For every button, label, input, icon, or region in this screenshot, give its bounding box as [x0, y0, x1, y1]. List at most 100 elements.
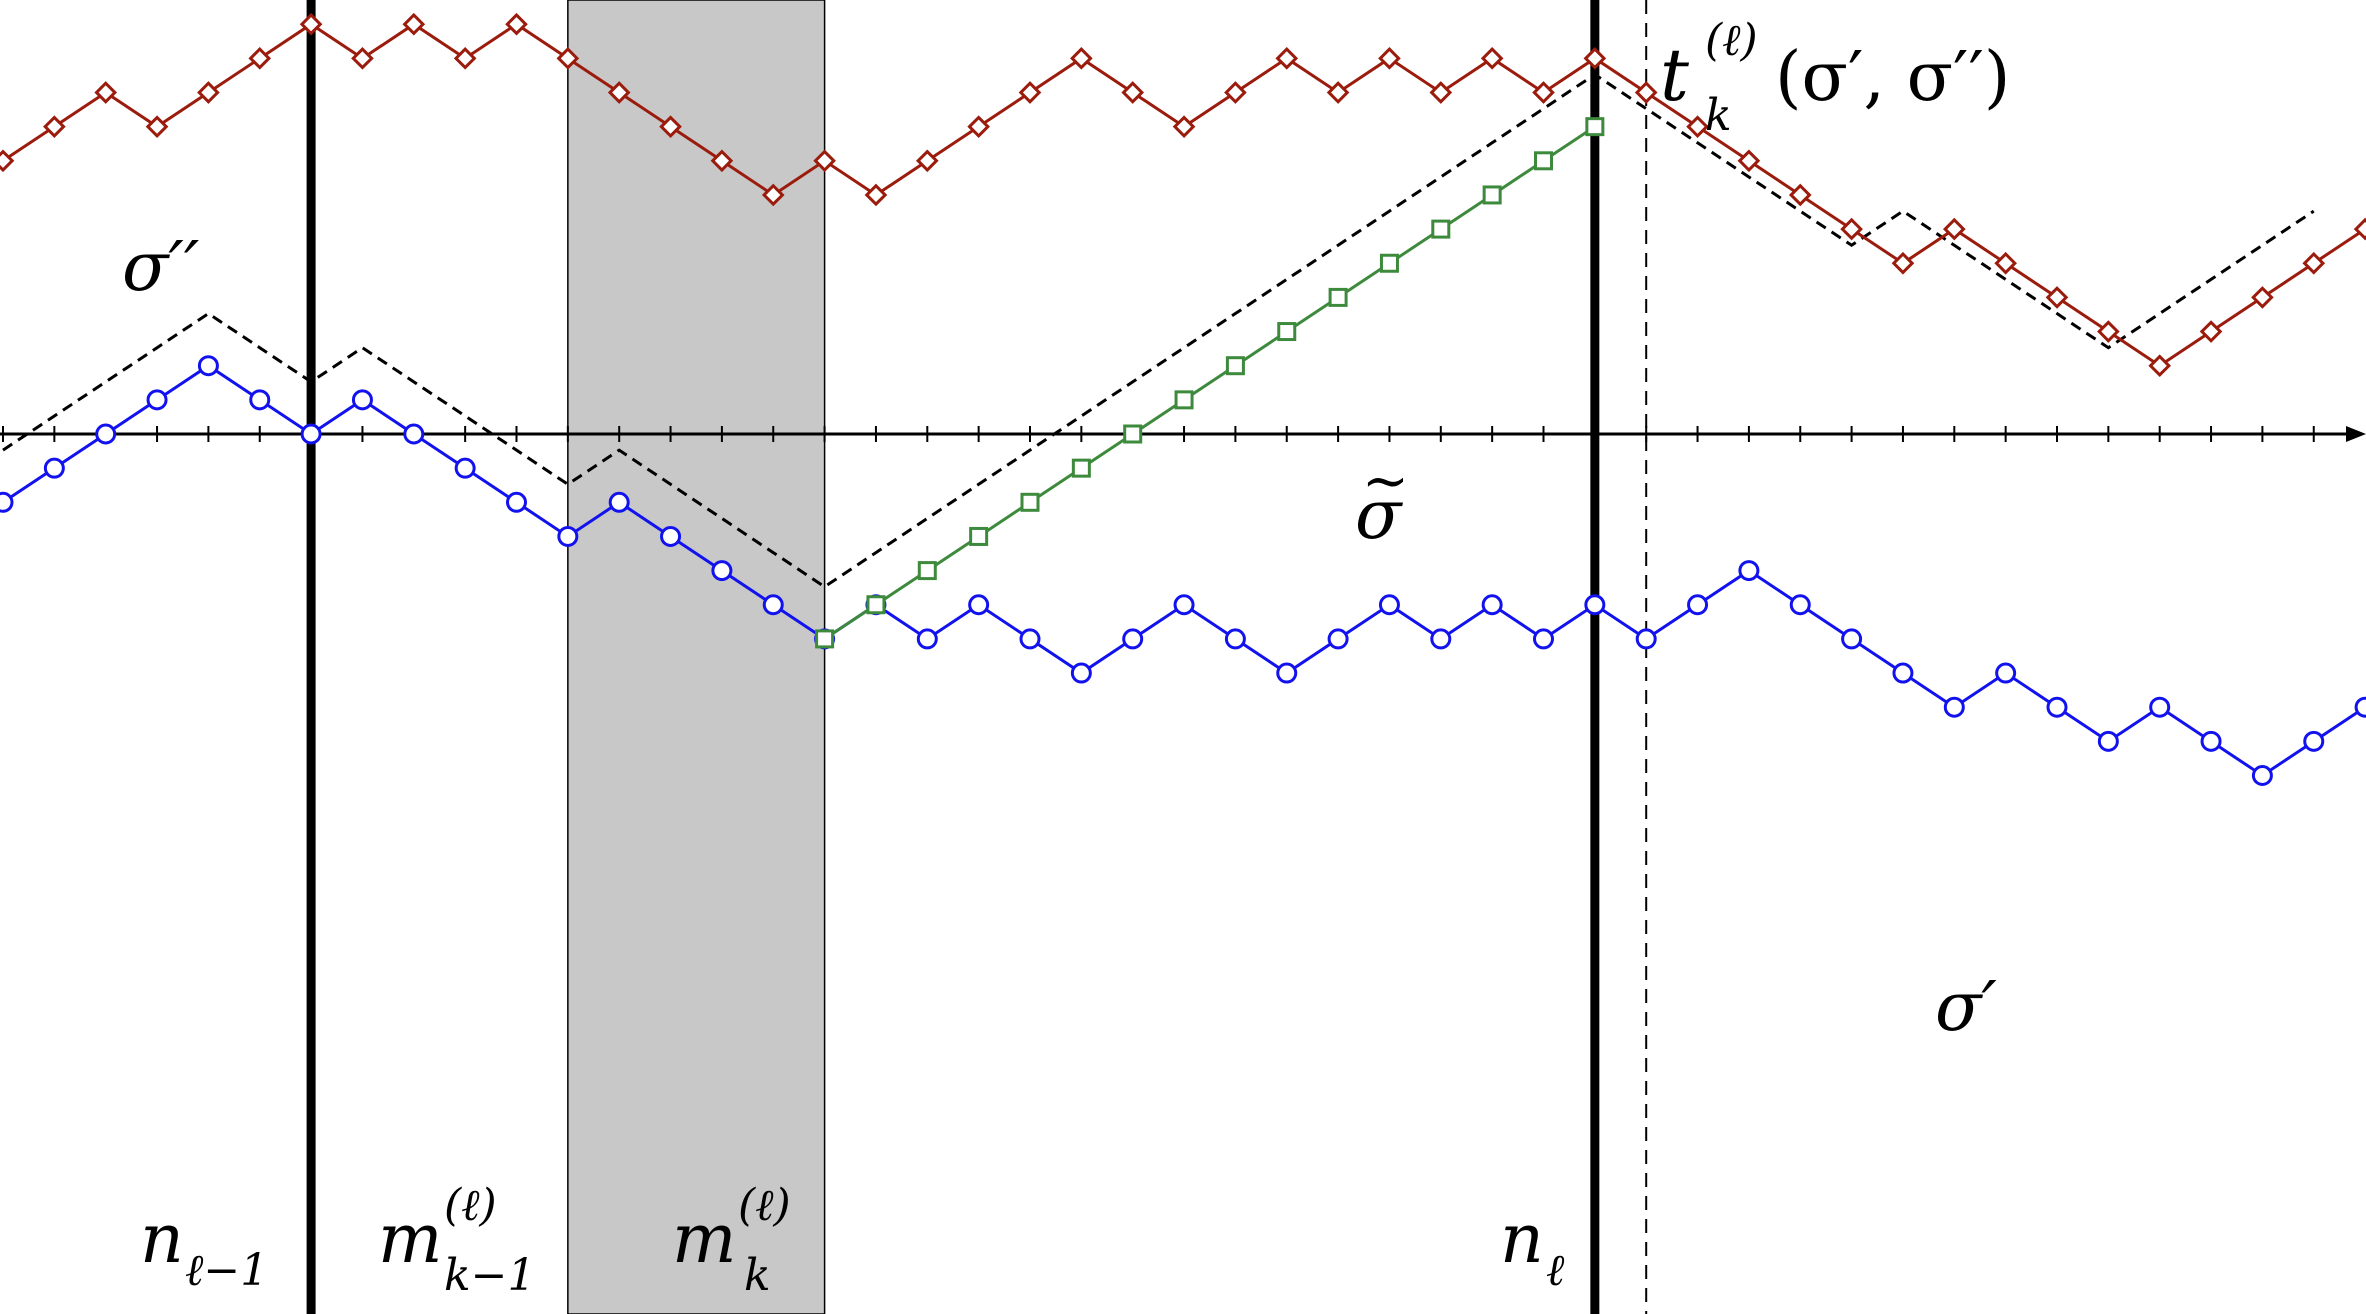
sigma-tilde-point	[917, 561, 937, 581]
sigma-prime-point	[249, 389, 271, 411]
sigma-double-prime-point	[2045, 286, 2069, 309]
sigma-prime-label: σ′	[1935, 968, 1997, 1047]
sigma-prime-path	[0, 355, 2366, 786]
sigma-prime-point	[1430, 628, 1452, 650]
sigma-tilde-point	[1328, 287, 1348, 307]
sigma-prime-point	[2046, 696, 2068, 718]
sigma-double-prime-point	[607, 81, 631, 104]
sigma-prime-point	[1327, 628, 1349, 650]
sigma-prime-point	[1276, 662, 1298, 684]
sigma-prime-point	[146, 389, 168, 411]
sigma-double-prime-point	[813, 149, 836, 173]
sigma-prime-point	[2200, 730, 2222, 752]
n-l-label: n ℓ	[1500, 1200, 1565, 1296]
sigma-prime-point	[1019, 628, 1041, 650]
n-l-base: n	[1500, 1200, 1544, 1279]
sigma-double-prime-point	[0, 149, 15, 173]
sigma-prime-point	[1995, 662, 2017, 684]
sigma-prime-point	[95, 423, 117, 445]
sigma-prime-point	[1841, 628, 1863, 650]
sigma-double-prime-point	[2097, 320, 2120, 343]
sigma-double-prime-line	[2, 22, 2366, 368]
t-label-sup: (ℓ)	[1705, 15, 1758, 66]
sigma-double-prime-point	[1121, 81, 1145, 104]
sigma-tilde-point	[1020, 492, 1040, 512]
sigma-double-prime-point	[248, 47, 272, 70]
sigma-prime-point	[2354, 696, 2366, 718]
sigma-double-prime-point	[1583, 47, 1607, 70]
sigma-double-prime-point	[1532, 81, 1555, 104]
sigma-double-prime-point	[145, 115, 169, 138]
sigma-tilde-label: σ	[1355, 476, 1403, 555]
sigma-double-prime-point	[299, 12, 323, 36]
sigma-tilde-point	[1534, 151, 1553, 171]
sigma-tilde-point	[1277, 322, 1297, 342]
m-k-minus-1-base: m	[378, 1200, 442, 1279]
m-k-label: m (ℓ) k	[672, 1180, 791, 1301]
sigma-prime-point	[660, 525, 682, 547]
sigma-prime-point	[506, 491, 527, 513]
sigma-double-prime-point	[1994, 251, 2017, 275]
sigma-double-prime-point	[43, 115, 66, 138]
sigma-tilde-point	[1431, 219, 1451, 239]
sigma-prime-point	[1789, 594, 1811, 616]
sigma-prime-point	[2149, 696, 2171, 718]
sigma-prime-point	[1378, 594, 1400, 616]
sigma-double-prime-point	[2302, 251, 2326, 275]
sigma-prime-point	[43, 457, 65, 479]
sigma-double-prime-point	[1891, 251, 1915, 275]
sigma-prime-point	[608, 491, 630, 513]
sigma-prime-point	[300, 423, 322, 445]
sigma-prime-point	[2251, 765, 2273, 786]
sigma-double-prime-point	[1480, 47, 1504, 70]
n-l-sub: ℓ	[1546, 1245, 1565, 1296]
sigma-prime-point	[1533, 628, 1554, 650]
sigma-prime-point	[403, 423, 425, 445]
sigma-tilde-point	[1123, 424, 1143, 444]
sigma-double-prime-point	[1429, 81, 1453, 104]
t-label-sub: k	[1705, 90, 1732, 141]
sigma-prime-point	[1943, 696, 1965, 718]
sigma-tilde-point	[1174, 390, 1194, 410]
sigma-prime-point	[968, 594, 990, 616]
sigma-prime-point	[1122, 628, 1144, 650]
sigma-prime-point	[197, 355, 219, 377]
sigma-double-prime-point	[710, 149, 734, 173]
t-label: t (ℓ) k (σ′, σ′′)	[1660, 15, 2010, 141]
sigma-tilde-point	[815, 629, 835, 649]
sigma-tilde-tilde: ~	[1362, 449, 1409, 514]
sigma-tilde-point	[969, 526, 989, 546]
sigma-double-prime-label: σ′′	[122, 228, 200, 307]
n-l-minus-1-sub: ℓ−1	[185, 1245, 268, 1296]
sigma-prime-point	[762, 594, 784, 616]
sigma-double-prime-point	[915, 149, 939, 173]
sigma-double-prime-point	[1018, 81, 1042, 104]
m-k-minus-1-sup: (ℓ)	[444, 1180, 497, 1231]
sigma-tilde-line	[823, 125, 1596, 641]
horizontal-axis	[0, 426, 2366, 442]
sigma-double-prime-point	[2353, 217, 2366, 241]
sigma-double-prime-point	[453, 47, 477, 70]
vertical-markers	[306, 0, 1648, 1314]
t-label-base: t	[1660, 33, 1690, 117]
sigma-double-prime-point	[1737, 149, 1761, 173]
sigma-prime-point	[2303, 730, 2325, 752]
sigma-prime-point	[1635, 628, 1657, 650]
sigma-tilde-point	[1585, 117, 1605, 137]
sigma-prime-point	[2097, 730, 2119, 752]
m-k-minus-1-sub: k−1	[444, 1250, 536, 1301]
sigma-double-prime-point	[402, 12, 426, 36]
sigma-double-prime-point	[1378, 47, 1401, 70]
sigma-double-prime-point	[1224, 81, 1247, 104]
n-l-minus-1-base: n	[140, 1200, 184, 1279]
sigma-double-prime-point	[1942, 217, 1966, 241]
sigma-prime-point	[1481, 594, 1503, 616]
sigma-double-prime-point	[761, 183, 785, 207]
sigma-prime-point	[1173, 594, 1195, 616]
sigma-double-prime-point	[1326, 81, 1350, 104]
sigma-prime-point	[1892, 662, 1914, 684]
sigma-double-prime-point	[2199, 320, 2223, 343]
sigma-prime-point	[351, 389, 373, 411]
sigma-prime-point	[1584, 594, 1606, 616]
